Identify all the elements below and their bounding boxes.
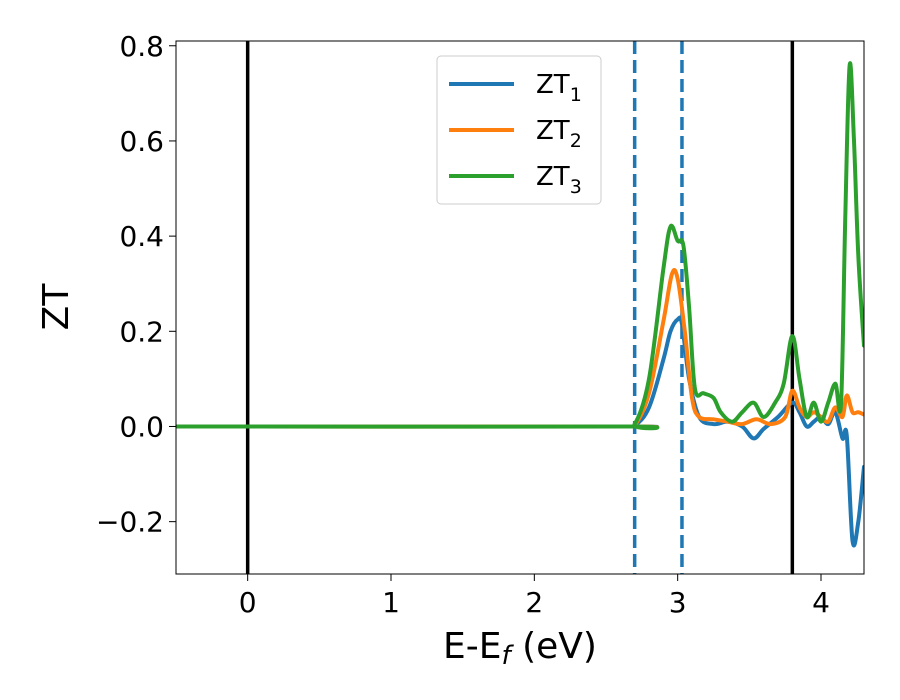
plot-area-frame (175, 40, 865, 575)
y-axis-title: ZT (36, 283, 77, 331)
x-tick-label: 0 (239, 586, 257, 619)
series-line-zt3 (176, 61, 864, 431)
y-tick-label: 0.2 (119, 315, 164, 348)
y-axis-ticks: −0.2 0.0 0.2 0.4 0.6 0.8 (96, 30, 176, 539)
y-tick-label: −0.2 (96, 506, 164, 539)
x-tick-label: 3 (669, 586, 687, 619)
x-axis-title: E-Ef (eV) (443, 626, 597, 671)
legend-box (436, 55, 602, 205)
y-tick-label: 0.4 (119, 220, 164, 253)
x-tick-label: 2 (525, 586, 543, 619)
legend-label-1: ZT1 (536, 70, 582, 106)
legend-label-2: ZT2 (536, 116, 582, 152)
y-tick-label: 0.6 (119, 125, 164, 158)
x-axis-ticks: 0 1 2 3 4 (239, 574, 830, 619)
legend: ZT1 ZT2 ZT3 (436, 55, 602, 205)
series-line-zt2 (176, 268, 864, 430)
y-tick-label: 0.0 (119, 410, 164, 443)
y-tick-label: 0.8 (119, 30, 164, 63)
x-tick-label: 1 (382, 586, 400, 619)
series-line-zt1 (176, 315, 864, 548)
x-tick-label: 4 (812, 586, 830, 619)
legend-label-3: ZT3 (536, 162, 582, 198)
data-series (176, 61, 864, 548)
